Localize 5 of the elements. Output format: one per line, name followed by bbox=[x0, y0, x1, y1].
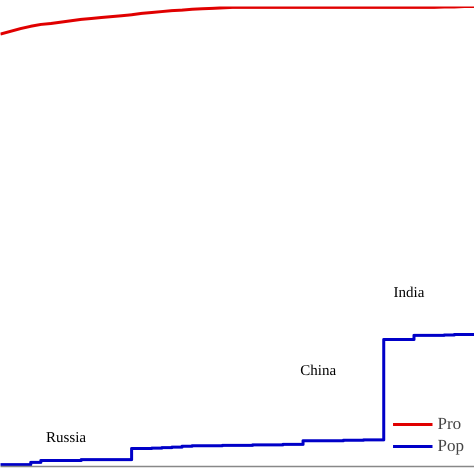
annotation: India bbox=[394, 284, 425, 301]
legend-label: Pop bbox=[438, 436, 464, 456]
annotation: China bbox=[300, 363, 336, 380]
annotation: Russia bbox=[46, 430, 86, 446]
legend-label: Pro bbox=[438, 414, 462, 434]
